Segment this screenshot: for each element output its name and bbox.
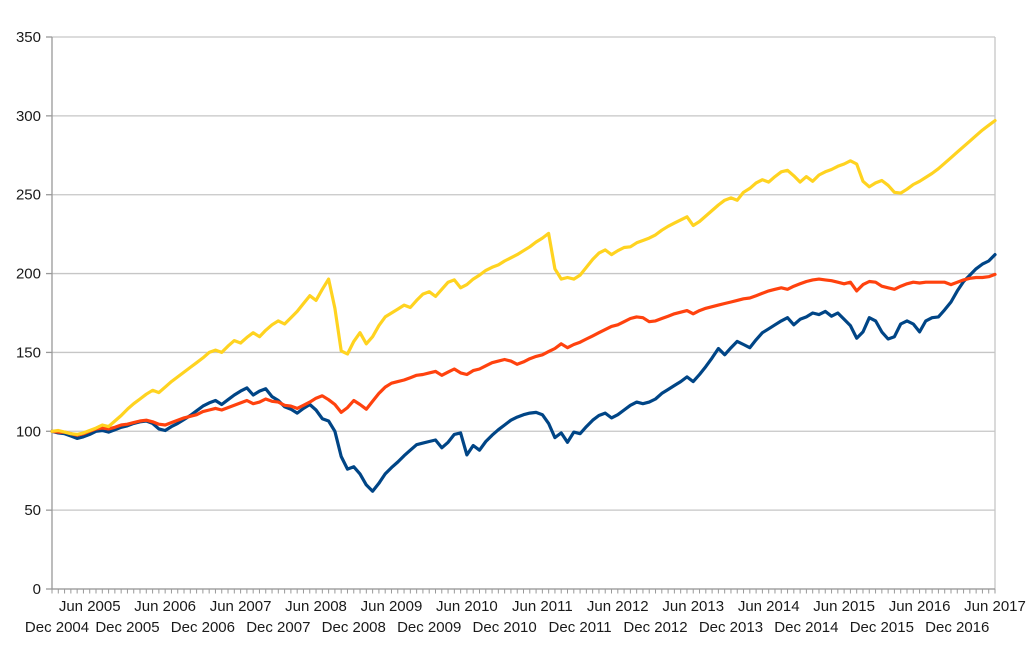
x-tick-labels-jun-row: Jun 2005 Jun 2006 Jun 2007 Jun 2008 Jun 2009… xyxy=(59,598,1026,615)
x-tick-label-jun: Jun 2007 xyxy=(210,598,272,615)
x-tick-label-jun: Jun 2009 xyxy=(361,598,423,615)
x-tick-label-jun: Jun 2010 xyxy=(436,598,498,615)
yellow-series-line xyxy=(50,118,997,436)
x-tick-label-dec: Dec 2014 xyxy=(774,619,838,636)
y-tick-label: 250 xyxy=(16,187,41,204)
x-tick-marks xyxy=(51,589,996,594)
y-tick-label: 0 xyxy=(33,581,41,598)
x-tick-label-jun: Jun 2016 xyxy=(889,598,951,615)
x-tick-label-dec: Dec 2015 xyxy=(850,619,914,636)
y-tick-label: 50 xyxy=(24,502,41,519)
y-tick-label: 200 xyxy=(16,266,41,283)
x-tick-label-dec: Dec 2008 xyxy=(322,619,386,636)
x-tick-label-dec: Dec 2016 xyxy=(925,619,989,636)
x-tick-label-jun: Jun 2017 xyxy=(964,598,1026,615)
x-tick-label-dec: Dec 2009 xyxy=(397,619,461,636)
x-tick-label-jun: Jun 2015 xyxy=(813,598,875,615)
x-tick-label-dec: Dec 2005 xyxy=(95,619,159,636)
y-tick-label: 150 xyxy=(16,344,41,361)
red-series-line xyxy=(50,272,997,437)
x-tick-label-dec: Dec 2004 xyxy=(25,619,89,636)
y-tick-marks xyxy=(46,36,52,590)
x-tick-label-jun: Jun 2005 xyxy=(59,598,121,615)
x-tick-label-jun: Jun 2014 xyxy=(738,598,800,615)
dark-blue-series-line xyxy=(50,253,997,493)
x-tick-label-dec: Dec 2006 xyxy=(171,619,235,636)
y-tick-labels: 0 50 100 150 200 250 300 350 xyxy=(16,29,41,598)
x-tick-label-dec: Dec 2010 xyxy=(473,619,537,636)
x-tick-label-jun: Jun 2006 xyxy=(134,598,196,615)
x-tick-label-jun: Jun 2008 xyxy=(285,598,347,615)
y-tick-label: 350 xyxy=(16,29,41,46)
x-tick-labels-dec-row: Dec 2004 Dec 2005 Dec 2006 Dec 2007 Dec 2008… xyxy=(25,619,989,636)
x-tick-label-dec: Dec 2012 xyxy=(623,619,687,636)
x-tick-label-dec: Dec 2011 xyxy=(549,619,612,636)
x-tick-label-dec: Dec 2013 xyxy=(699,619,763,636)
x-tick-label-jun: Jun 2011 xyxy=(512,598,573,615)
y-tick-label: 100 xyxy=(16,423,41,440)
x-tick-label-dec: Dec 2007 xyxy=(246,619,310,636)
series-lines xyxy=(50,118,997,493)
y-gridlines xyxy=(52,36,995,590)
x-tick-label-jun: Jun 2013 xyxy=(662,598,724,615)
x-tick-label-jun: Jun 2012 xyxy=(587,598,649,615)
y-tick-label: 300 xyxy=(16,108,41,125)
